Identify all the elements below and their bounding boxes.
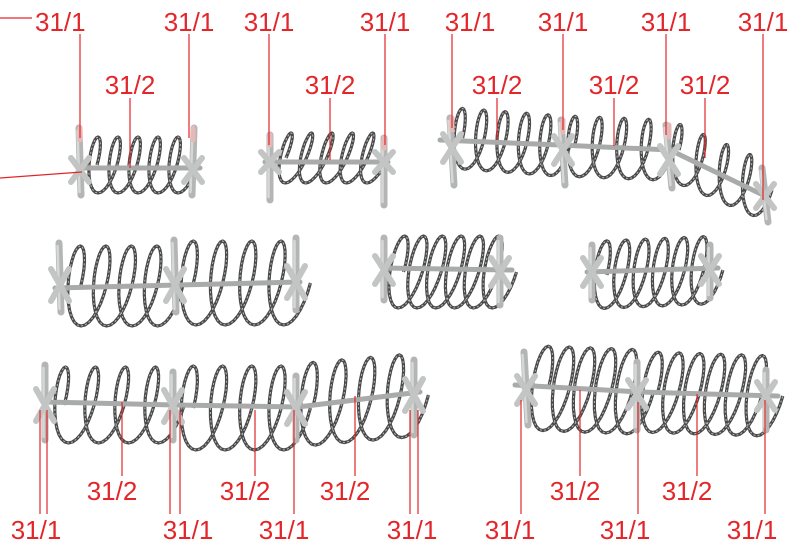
coiled-wire-twist [530,345,654,435]
support-rod [584,265,721,275]
anchor-crossbar [284,389,308,427]
anchor-crossbar [372,149,396,175]
anchor-crossbar [440,131,464,165]
support-rod [557,142,673,153]
label-31-1: 31/1 [387,515,438,545]
label-31-1: 31/1 [259,515,310,545]
support-rod [667,147,768,199]
label-31-2: 31/2 [589,70,640,100]
label-31-2: 31/2 [220,476,271,506]
support-rod [295,389,423,410]
label-31-2: 31/2 [87,476,138,506]
anchor-crossbar [284,263,308,301]
label-31-1: 31/1 [641,7,692,37]
anchor-crossbar [551,133,575,167]
support-rod [380,265,515,273]
label-31-1: 31/1 [244,7,295,37]
coiled-wire-twist [278,132,389,184]
label-31-1: 31/1 [11,515,62,545]
label-31-1: 31/1 [445,7,496,37]
anchor-crossbar [33,386,57,424]
anchor-crossbar [580,255,604,289]
anchor-crossbar [161,387,185,425]
anchor-crossbar [258,149,282,175]
anchor-crossbar [625,377,649,411]
label-31-2: 31/2 [305,70,356,100]
coiled-wire-twist [672,123,773,217]
label-31-2: 31/2 [472,70,523,100]
support-rod [42,399,178,408]
label-31-2: 31/2 [550,476,601,506]
anchor-crossbar [514,373,538,407]
anchor-post [170,236,180,316]
anchor-crossbar [488,255,512,289]
leader-line [0,171,83,179]
anchor-crossbar [48,266,72,304]
anchor-post [55,239,65,316]
anchor-crossbar [402,376,426,414]
label-31-1: 31/1 [485,515,536,545]
label-31-1: 31/1 [35,7,86,37]
anchor-crossbar [753,181,777,211]
anchor-crossbar [657,143,681,177]
leader-lines-layer [0,17,766,514]
label-31-2: 31/2 [680,70,731,100]
label-31-1: 31/1 [360,7,411,37]
shapes-layer [33,106,785,452]
support-rod [172,402,301,410]
coiled-wire-twist [180,240,311,326]
label-31-1: 31/1 [738,7,789,37]
anchor-crossbar [68,155,92,185]
label-31-1: 31/1 [727,515,778,545]
label-31-1: 31/1 [163,515,214,545]
label-31-1: 31/1 [600,515,651,545]
anchor-crossbar [163,266,187,304]
anchor-post-highlight [171,241,176,311]
coiled-wire-twist [388,235,517,309]
coiled-wire-twist [67,245,184,327]
coiled-wire-twist [88,136,198,194]
label-31-2: 31/2 [105,70,156,100]
coiled-wire [277,131,390,185]
coiled-wire-twist [54,366,185,444]
support-rod [637,389,781,399]
label-31-1: 31/1 [164,7,215,37]
label-31-2: 31/2 [662,476,713,506]
label-31-1: 31/1 [538,7,589,37]
anchor-crossbar [181,155,205,185]
coiled-wire-twist [300,354,429,446]
labels-layer: 31/1 31/1 31/1 31/1 31/1 31/1 31/1 31/131/2 31/2… [11,7,789,545]
label-31-2: 31/2 [320,476,371,506]
anchor-crossbar [754,379,778,413]
coiled-wire-twist [180,365,311,451]
support-rod [512,382,643,395]
anchor-crossbar [372,253,396,287]
anchor-crossbar [698,253,722,287]
